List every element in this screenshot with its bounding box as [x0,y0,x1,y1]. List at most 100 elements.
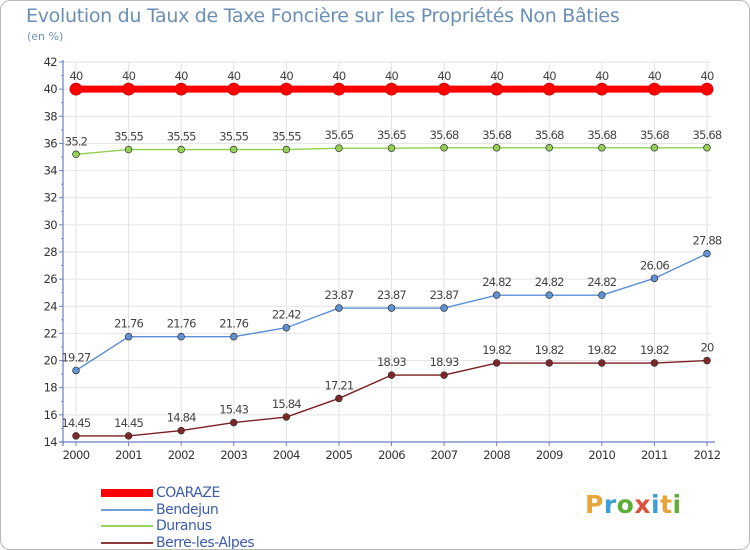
data-label: 15.84 [272,397,301,411]
data-point [227,82,241,96]
data-label: 20 [700,341,714,355]
data-label: 19.82 [587,343,616,357]
legend-label: Duranus [156,518,212,534]
data-point [387,144,396,152]
y-tick-label: 42 [44,55,58,69]
data-label: 40 [122,69,136,83]
x-tick-label: 2011 [641,448,668,462]
data-label: 35.65 [324,128,353,142]
data-point [598,291,606,299]
y-tick-label: 16 [44,408,58,422]
data-point [282,323,291,332]
data-point [545,291,553,299]
data-label: 35.68 [430,128,459,142]
x-tick-label: 2000 [63,448,90,462]
logo-letter: i [672,490,682,519]
data-label: 40 [69,69,83,83]
data-point [177,145,185,154]
data-label: 23.87 [430,288,459,302]
data-point [492,291,501,299]
logo-letter: x [634,490,651,519]
data-point [490,82,504,96]
data-label: 35.65 [377,128,406,142]
data-label: 35.68 [587,128,616,142]
y-tick-label: 22 [44,326,58,340]
data-point [335,144,343,152]
x-tick-label: 2001 [115,448,142,462]
data-point [124,332,133,341]
data-point [282,145,291,154]
data-label: 24.82 [535,275,564,289]
data-point [335,394,343,403]
data-point [650,144,659,152]
data-label: 18.93 [430,355,459,369]
legend-swatch [101,508,153,511]
legend-label: COARAZE [156,485,220,501]
data-point [648,82,661,96]
data-label: 40 [490,69,504,83]
data-label: 35.55 [167,130,196,144]
data-label: 35.68 [693,128,722,142]
logo-letter: t [660,490,673,519]
y-tick-label: 38 [44,109,58,123]
chart-subtitle: (en %) [27,30,64,43]
legend-swatch [101,489,153,497]
data-label: 40 [595,69,609,83]
data-label: 40 [280,69,294,83]
x-tick-label: 2012 [694,448,721,462]
data-label: 19.82 [535,343,564,357]
data-label: 14.84 [167,411,196,425]
data-point [174,82,188,96]
y-tick-label: 14 [44,435,58,449]
data-point [72,366,80,375]
y-tick-label: 20 [44,354,58,368]
data-point [72,150,80,159]
data-point [72,432,80,440]
data-point [122,82,135,96]
y-tick-label: 28 [44,245,58,259]
data-label: 21.76 [114,317,143,331]
data-label: 35.55 [219,130,248,144]
y-tick-label: 36 [44,136,58,150]
data-point [595,82,609,96]
data-label: 40 [438,69,452,83]
data-point [332,82,346,96]
y-tick-label: 18 [44,381,58,395]
data-point [335,304,343,312]
logo-letter: i [651,490,661,519]
data-label: 40 [227,69,241,83]
data-point [124,432,133,440]
data-label: 40 [175,69,189,83]
data-label: 17.21 [324,378,353,392]
data-label: 35.55 [114,130,143,144]
data-point [230,332,238,341]
data-point [440,144,448,152]
data-label: 40 [385,69,399,83]
data-label: 40 [543,69,557,83]
data-label: 24.82 [587,275,616,289]
data-label: 18.93 [377,355,406,369]
x-tick-label: 2004 [273,448,300,462]
x-tick-label: 2007 [431,448,458,462]
y-tick-label: 32 [44,191,58,205]
y-tick-label: 26 [44,272,58,286]
data-label: 35.68 [482,128,511,142]
data-point [598,359,606,367]
data-label: 40 [648,69,662,83]
legend-label: Berre-les-Alpes [156,534,255,550]
data-point [703,356,711,365]
data-point [492,144,501,152]
x-tick-label: 2009 [536,448,563,462]
data-label: 35.68 [535,128,564,142]
data-label: 35.68 [640,128,669,142]
data-point [650,274,659,283]
x-tick-label: 2002 [168,448,195,462]
x-tick-label: 2008 [483,448,510,462]
data-point [492,359,501,367]
data-point [542,82,556,96]
data-label: 26.06 [640,258,669,272]
proxiti-logo: Proxiti [585,490,682,519]
y-tick-label: 34 [44,164,58,178]
data-point [703,249,711,258]
